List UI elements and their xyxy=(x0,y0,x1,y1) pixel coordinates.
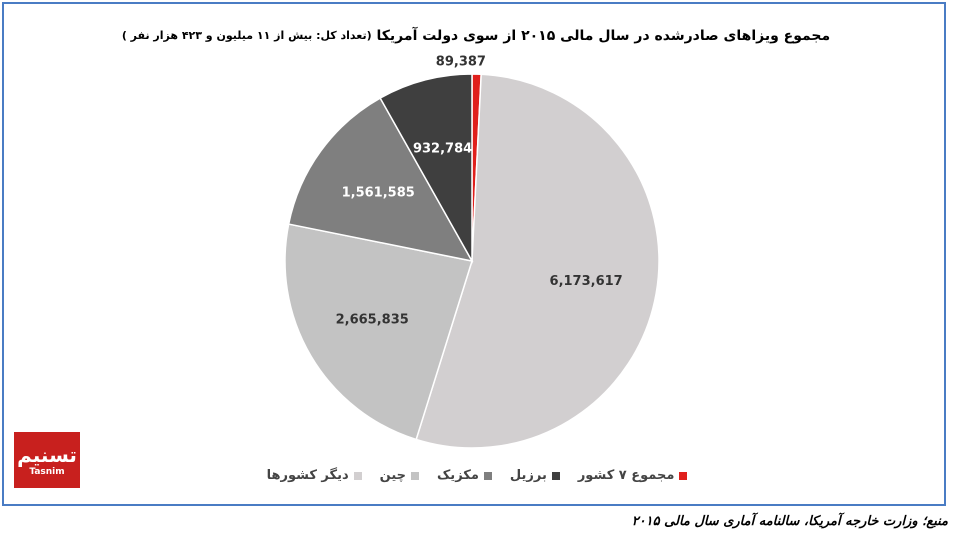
legend-item: برزیل xyxy=(510,468,560,483)
legend-label: دیگر کشورها xyxy=(266,468,349,483)
logo-agency: Tasnim xyxy=(29,467,65,477)
legend-item: دیگر کشورها xyxy=(267,468,362,483)
chart-title: مجموع ویزاهای صادرشده در سال مالی ۲۰۱۵ ا… xyxy=(122,26,830,44)
data-label: 1,561,585 xyxy=(342,185,415,200)
legend-swatch xyxy=(353,471,362,480)
frame xyxy=(2,2,946,506)
legend-swatch xyxy=(679,471,688,480)
title: مجموع ویزاهای صادرشده در سال مالی ۲۰۱۵ ا… xyxy=(377,26,831,44)
logo: تسنیم Tasnim xyxy=(14,432,80,488)
data-label: 2,665,835 xyxy=(336,313,409,328)
legend-swatch xyxy=(483,471,492,480)
legend-swatch xyxy=(411,471,419,480)
legend-swatch xyxy=(551,471,560,480)
source: منبع؛ وزارت خارجه آمریکا، سالنامه آماری … xyxy=(631,514,948,529)
legend-label: مکزیک xyxy=(437,468,479,483)
legend-item: چین xyxy=(380,468,419,483)
pie-slice xyxy=(415,73,660,449)
legend-label: مجموع ۷ کشور xyxy=(577,468,675,483)
subtitle: (تعداد کل: بیش از ۱۱ میلیون و ۴۲۳ هزار ن… xyxy=(122,29,372,42)
data-label: 89,387 xyxy=(436,55,486,70)
logo-name: تسنیم xyxy=(17,443,77,467)
legend-item: مکزیک xyxy=(437,468,492,483)
legend-label: چین xyxy=(379,468,406,483)
pie-slice xyxy=(284,223,473,441)
data-label: 932,784 xyxy=(413,141,472,156)
legend-item: مجموع ۷ کشور xyxy=(578,468,688,483)
pie-slice xyxy=(287,97,474,263)
legend: مجموع ۷ کشور برزیل مکزیک چین دیگر کشورها xyxy=(0,468,954,483)
legend-label: برزیل xyxy=(509,468,547,483)
pie-slice xyxy=(379,73,473,264)
data-label: 6,173,617 xyxy=(550,274,623,289)
